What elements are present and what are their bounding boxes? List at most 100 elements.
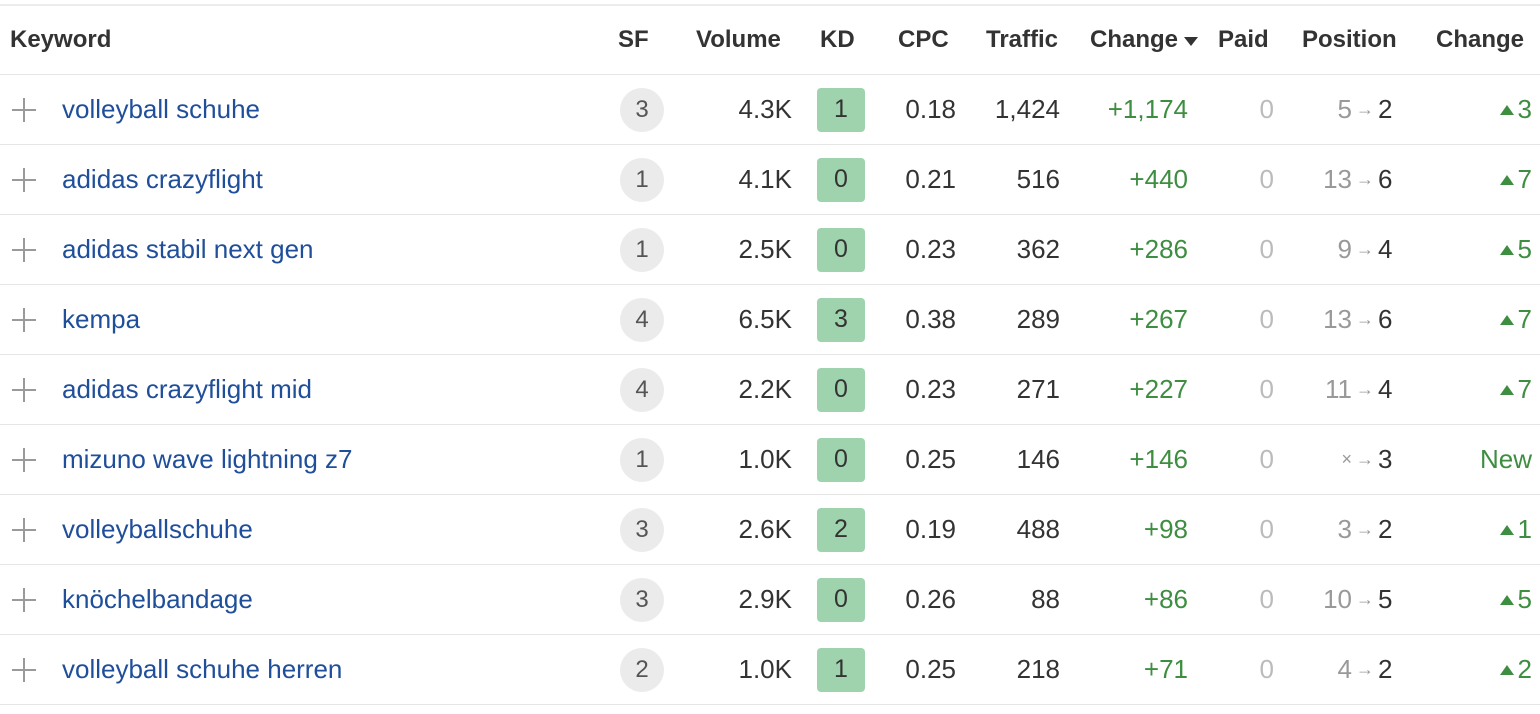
position-cell: 10 → 5 — [1286, 565, 1406, 634]
position-cell: 4 → 2 — [1286, 635, 1406, 704]
kd-badge: 2 — [817, 507, 865, 552]
position-new: 2 — [1378, 514, 1393, 544]
sf-badge[interactable]: 4 — [620, 297, 664, 342]
column-header-cpc[interactable]: CPC — [898, 26, 949, 53]
position-change-cell: 7 — [1420, 355, 1532, 424]
add-keyword-button[interactable] — [12, 75, 44, 144]
keyword-cell: volleyball schuhe — [62, 75, 602, 144]
traffic-change-value: +440 — [1129, 164, 1188, 194]
column-header-position[interactable]: Position — [1302, 26, 1397, 53]
traffic-value: 88 — [1031, 584, 1060, 614]
kd-badge: 0 — [817, 367, 865, 412]
position-change-value: 7 — [1517, 164, 1532, 194]
position-change-cell: 1 — [1420, 495, 1532, 564]
sf-badge[interactable]: 1 — [620, 227, 664, 272]
column-header-kd[interactable]: KD — [820, 26, 855, 53]
traffic-value: 1,424 — [994, 94, 1060, 124]
cpc-value: 0.25 — [905, 654, 956, 684]
add-keyword-button[interactable] — [12, 635, 44, 704]
kd-badge: 0 — [817, 227, 865, 272]
plus-icon — [12, 167, 36, 192]
position-change-value: 5 — [1517, 584, 1532, 614]
arrow-right-icon: → — [1356, 519, 1374, 539]
volume-value: 6.5K — [738, 304, 793, 334]
keyword-link[interactable]: volleyballschuhe — [62, 514, 253, 544]
kd-cell: 0 — [810, 565, 872, 634]
position-change-value: New — [1479, 444, 1532, 474]
table-row: knöchelbandage 3 2.9K 0 0.26 88 +86 0 10… — [0, 565, 1540, 635]
column-header-paid[interactable]: Paid — [1218, 26, 1269, 53]
table-row: mizuno wave lightning z7 1 1.0K 0 0.25 1… — [0, 425, 1540, 495]
plus-icon — [12, 447, 36, 472]
column-header-position-change[interactable]: Change — [1436, 26, 1525, 53]
column-header-sf[interactable]: SF — [618, 26, 649, 53]
position-old: 13 — [1323, 164, 1352, 194]
traffic-change-value: +286 — [1129, 234, 1188, 264]
paid-value: 0 — [1259, 444, 1274, 474]
position-cell: 9 → 4 — [1286, 215, 1406, 284]
sf-badge[interactable]: 3 — [620, 577, 664, 622]
sf-badge[interactable]: 3 — [620, 507, 664, 552]
keyword-link[interactable]: adidas stabil next gen — [62, 234, 314, 264]
sf-badge[interactable]: 2 — [620, 647, 664, 692]
volume-value: 4.1K — [738, 164, 793, 194]
volume-value: 2.6K — [738, 514, 793, 544]
position-change-cell: 2 — [1420, 635, 1532, 704]
table-row: volleyball schuhe herren 2 1.0K 1 0.25 2… — [0, 635, 1540, 705]
sf-badge[interactable]: 4 — [620, 367, 664, 412]
keyword-cell: volleyball schuhe herren — [62, 635, 602, 704]
keyword-link[interactable]: adidas crazyflight — [62, 164, 263, 194]
position-old: 4 — [1337, 654, 1352, 684]
sf-badge[interactable]: 3 — [620, 87, 664, 132]
column-header-change[interactable]: Change — [1090, 6, 1214, 74]
position-change-cell: 3 — [1420, 75, 1532, 144]
keyword-cell: kempa — [62, 285, 602, 354]
position-old: 5 — [1337, 94, 1352, 124]
sf-cell: 2 — [612, 635, 672, 704]
column-header-volume[interactable]: Volume — [696, 26, 781, 53]
position-change-value: 2 — [1517, 654, 1532, 684]
keyword-link[interactable]: knöchelbandage — [62, 584, 253, 614]
keyword-link[interactable]: volleyball schuhe herren — [62, 654, 343, 684]
kd-cell: 1 — [810, 635, 872, 704]
position-cell: 11 → 4 — [1286, 355, 1406, 424]
column-header-keyword[interactable]: Keyword — [10, 26, 112, 53]
keyword-cell: knöchelbandage — [62, 565, 602, 634]
keyword-link[interactable]: adidas crazyflight mid — [62, 374, 312, 404]
traffic-change-value: +86 — [1143, 584, 1188, 614]
arrow-right-icon: → — [1356, 449, 1374, 469]
column-header-traffic[interactable]: Traffic — [986, 26, 1059, 53]
add-keyword-button[interactable] — [12, 495, 44, 564]
keyword-link[interactable]: mizuno wave lightning z7 — [62, 444, 353, 474]
add-keyword-button[interactable] — [12, 285, 44, 354]
arrow-right-icon: → — [1356, 659, 1374, 679]
keywords-table: Keyword SF Volume KD CPC Traffic Change … — [0, 4, 1540, 705]
cpc-value: 0.19 — [905, 514, 956, 544]
add-keyword-button[interactable] — [12, 565, 44, 634]
table-header: Keyword SF Volume KD CPC Traffic Change … — [0, 6, 1540, 75]
add-keyword-button[interactable] — [12, 215, 44, 284]
traffic-value: 146 — [1016, 444, 1060, 474]
position-cell: × → 3 — [1286, 425, 1406, 494]
traffic-value: 516 — [1016, 164, 1060, 194]
position-change-value: 1 — [1517, 514, 1532, 544]
position-new: 2 — [1378, 654, 1393, 684]
add-keyword-button[interactable] — [12, 425, 44, 494]
keyword-cell: adidas stabil next gen — [62, 215, 602, 284]
sf-cell: 3 — [612, 565, 672, 634]
position-new: 6 — [1378, 164, 1393, 194]
sf-badge[interactable]: 1 — [620, 157, 664, 202]
volume-value: 2.2K — [738, 374, 793, 404]
keyword-cell: volleyballschuhe — [62, 495, 602, 564]
position-old: 9 — [1337, 234, 1352, 264]
keyword-link[interactable]: volleyball schuhe — [62, 94, 261, 124]
kd-cell: 3 — [810, 285, 872, 354]
sf-badge[interactable]: 1 — [620, 437, 664, 482]
add-keyword-button[interactable] — [12, 145, 44, 214]
column-header-change-label: Change — [1090, 26, 1179, 53]
paid-value: 0 — [1259, 164, 1274, 194]
add-keyword-button[interactable] — [12, 355, 44, 424]
keyword-link[interactable]: kempa — [62, 304, 141, 334]
kd-badge: 1 — [817, 647, 865, 692]
paid-value: 0 — [1259, 514, 1274, 544]
